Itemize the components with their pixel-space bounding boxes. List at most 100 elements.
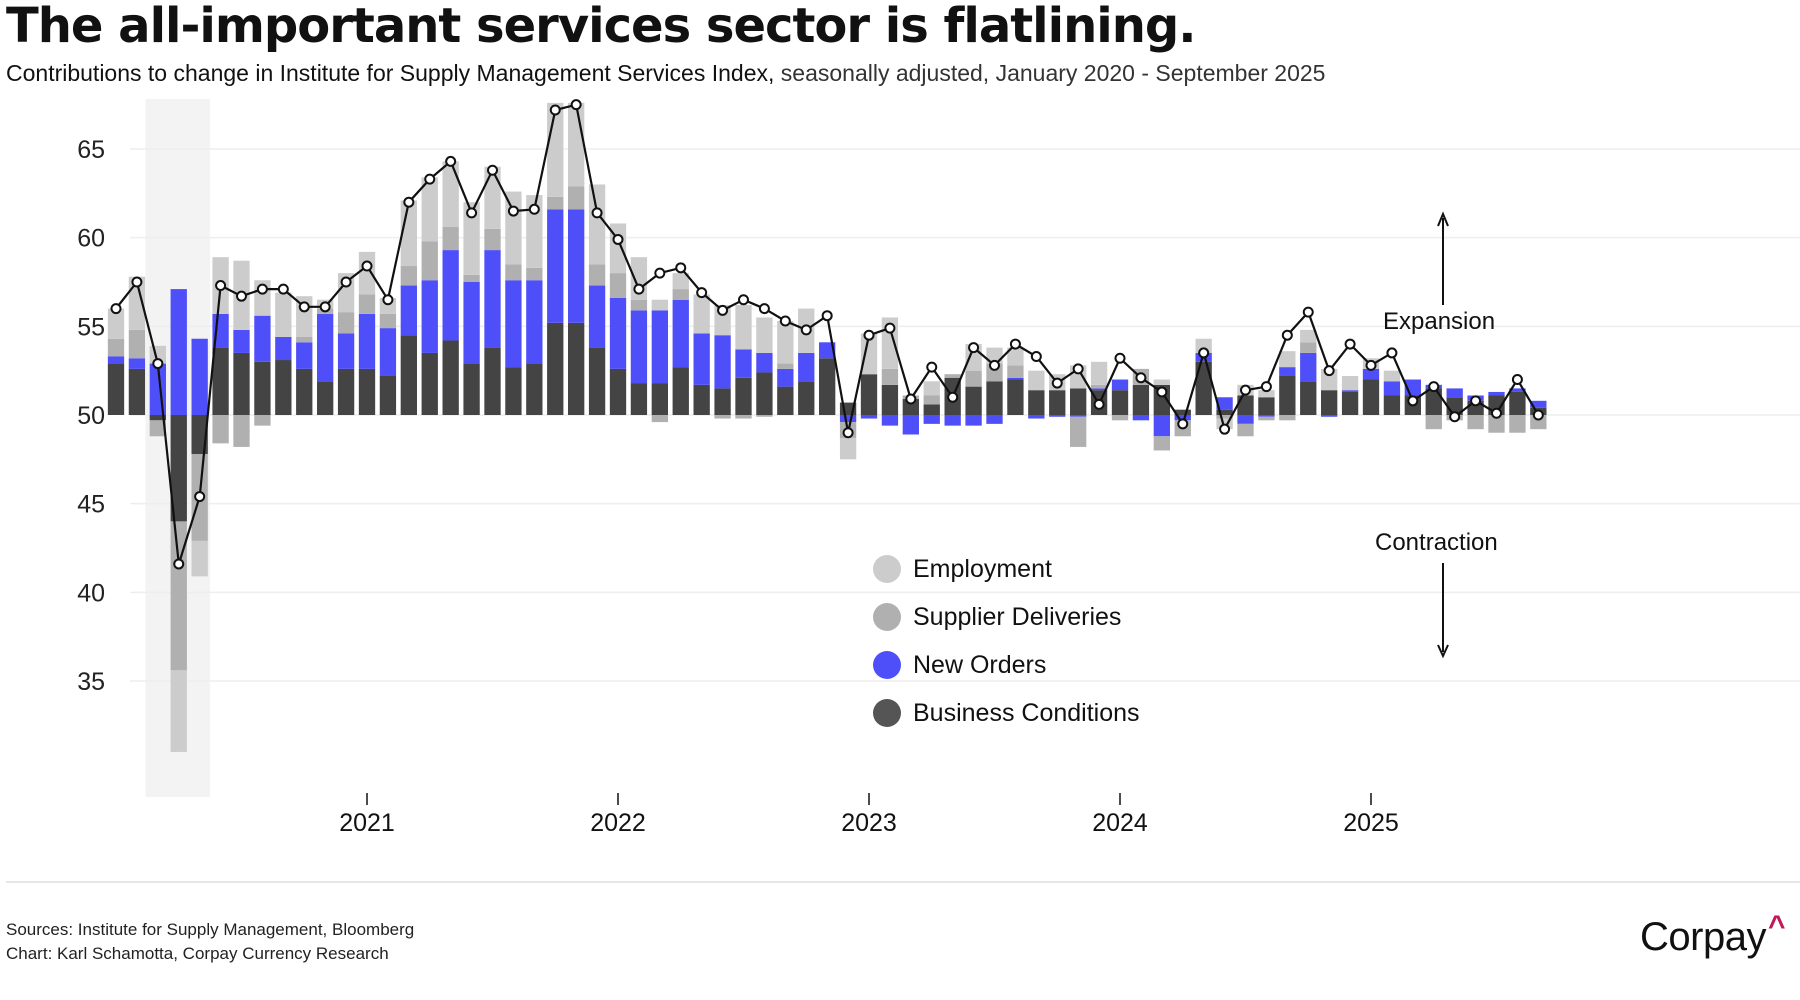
- index-point: [215, 280, 227, 292]
- bar-supplier-deliveries: [651, 415, 668, 423]
- bar-business-conditions: [1132, 384, 1150, 415]
- bar-business-conditions: [965, 386, 982, 415]
- bar-employment: [547, 102, 564, 197]
- legend: Employment Supplier Deliveries New Order…: [873, 545, 1140, 737]
- index-point: [1219, 423, 1231, 435]
- bar-business-conditions: [986, 381, 1003, 415]
- bar-business-conditions: [777, 386, 794, 415]
- index-point: [131, 276, 143, 288]
- y-tick-label: 60: [77, 225, 105, 253]
- index-point: [1177, 418, 1189, 430]
- bar-supplier-deliveries: [442, 227, 459, 251]
- bar-supplier-deliveries: [547, 196, 564, 210]
- bar-employment: [651, 299, 668, 311]
- bar-supplier-deliveries: [1237, 423, 1254, 437]
- bar-supplier-deliveries: [170, 521, 187, 671]
- bar-employment: [505, 191, 522, 265]
- chart-plot: 35 40 45 50 55 60 65 2021 2022 2023 2024 2025: [0, 99, 1800, 880]
- index-point: [1532, 409, 1544, 421]
- bar-new-orders: [1153, 415, 1170, 437]
- chart-title: The all-important services sector is fla…: [6, 0, 1196, 54]
- bar-employment: [756, 317, 773, 353]
- bar-business-conditions: [337, 368, 355, 415]
- x-tick-label: 2021: [339, 809, 395, 837]
- bar-business-conditions: [1425, 388, 1442, 415]
- bar-employment: [1300, 329, 1317, 343]
- index-point: [926, 361, 938, 373]
- corpay-logo: Corpay^: [1640, 910, 1785, 960]
- contraction-arrowhead-icon: [1437, 644, 1449, 659]
- bar-employment: [1028, 370, 1045, 391]
- bar-new-orders: [191, 338, 208, 415]
- bar-new-orders: [421, 280, 438, 353]
- bar-business-conditions: [442, 340, 459, 415]
- bar-business-conditions: [693, 384, 710, 415]
- legend-label-business-conditions: Business Conditions: [913, 698, 1140, 727]
- index-point: [1491, 407, 1502, 419]
- bar-new-orders: [568, 209, 585, 323]
- bar-business-conditions: [860, 374, 878, 415]
- bar-business-conditions: [714, 388, 731, 415]
- bar-new-orders: [714, 335, 731, 389]
- bar-new-orders: [881, 415, 899, 426]
- bar-employment: [1341, 375, 1359, 391]
- bar-business-conditions: [296, 368, 313, 415]
- bar-new-orders: [1049, 415, 1066, 417]
- bar-new-orders: [923, 415, 940, 424]
- bar-new-orders: [1446, 388, 1463, 398]
- bar-business-conditions: [421, 352, 438, 415]
- bar-business-conditions: [1279, 375, 1296, 415]
- bar-employment: [442, 161, 459, 228]
- index-point: [1198, 347, 1210, 359]
- bar-business-conditions: [1383, 395, 1401, 415]
- bar-business-conditions: [1028, 390, 1045, 415]
- bar-employment: [923, 381, 940, 396]
- bar-supplier-deliveries: [484, 228, 501, 251]
- bar-employment: [170, 670, 187, 752]
- bar-business-conditions: [1049, 390, 1066, 415]
- bar-business-conditions: [1174, 409, 1191, 415]
- bar-new-orders: [1132, 415, 1150, 421]
- index-point: [675, 262, 687, 274]
- bar-business-conditions: [1341, 391, 1359, 415]
- index-point: [340, 276, 352, 288]
- bar-employment: [777, 321, 794, 364]
- bar-new-orders: [630, 310, 648, 384]
- bar-business-conditions: [191, 415, 208, 455]
- bar-new-orders: [839, 415, 857, 423]
- bar-supplier-deliveries: [1090, 384, 1108, 389]
- bar-supplier-deliveries: [1258, 416, 1275, 421]
- bar-business-conditions: [923, 404, 940, 415]
- bar-business-conditions: [630, 383, 648, 415]
- index-point: [1240, 384, 1251, 396]
- index-point: [1407, 395, 1419, 407]
- bar-supplier-deliveries: [1279, 415, 1296, 421]
- bar-business-conditions: [1111, 390, 1129, 415]
- legend-swatch-employment: [873, 555, 901, 583]
- bar-new-orders: [233, 329, 250, 353]
- index-point: [1093, 398, 1105, 410]
- bar-employment: [568, 102, 585, 187]
- plot-bottom-mask: [0, 797, 1800, 880]
- bar-business-conditions: [1070, 388, 1087, 415]
- index-point: [528, 203, 540, 215]
- bar-new-orders: [735, 349, 752, 378]
- bar-new-orders: [358, 313, 376, 369]
- index-point: [947, 391, 959, 403]
- subtitle-detail: seasonally adjusted, January 2020 - Sept…: [774, 60, 1326, 86]
- x-tick-label: 2022: [590, 809, 646, 837]
- index-point: [842, 427, 854, 439]
- bar-business-conditions: [1216, 409, 1233, 415]
- bar-new-orders: [588, 285, 606, 348]
- bar-new-orders: [1321, 415, 1338, 417]
- index-point: [1511, 374, 1523, 386]
- index-point: [152, 358, 164, 370]
- index-point: [968, 342, 980, 354]
- y-tick-label: 45: [77, 491, 105, 519]
- bar-employment: [986, 347, 1003, 364]
- y-tick-label: 35: [77, 668, 105, 696]
- sources-text: Sources: Institute for Supply Management…: [6, 920, 415, 939]
- bar-business-conditions: [254, 361, 271, 415]
- y-tick-label: 50: [77, 402, 105, 430]
- bar-business-conditions: [609, 368, 627, 415]
